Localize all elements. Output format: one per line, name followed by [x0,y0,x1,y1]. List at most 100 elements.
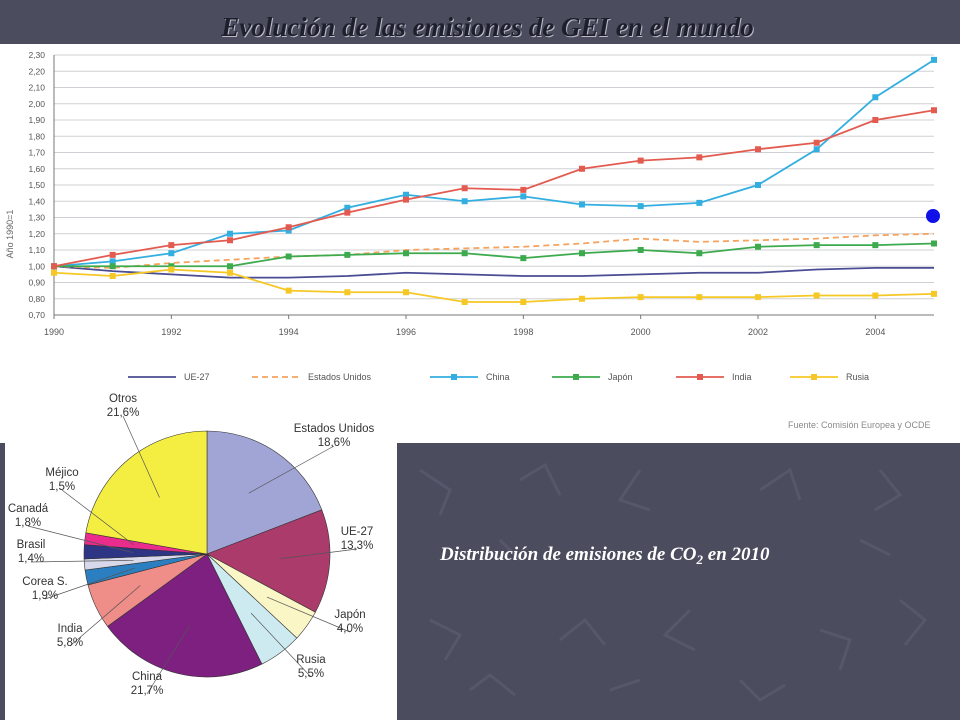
data-point [579,250,585,257]
x-tick-label: 1990 [44,327,64,337]
data-point [931,240,937,247]
data-point [637,157,644,164]
data-point [227,263,233,270]
data-point [109,258,116,265]
pie-label-value: 4,0% [337,623,363,635]
data-point [168,266,175,273]
legend-label: China [486,372,510,382]
pie-leader-line [250,612,312,678]
pie-leader-line [61,489,134,546]
y-tick-label: 1,20 [28,229,45,239]
series-line-rusia [53,268,935,303]
data-point [403,196,409,203]
data-point [520,193,527,200]
pie-label-value: 21,7% [131,685,164,697]
data-point [813,242,820,249]
data-point [813,292,820,299]
data-point [872,292,879,299]
line-chart: 0,70 0,80 0,90 1,00 1,10 1,20 1,30 1,40 1,50 1,60… [5,50,937,430]
data-point [461,250,468,257]
series-line-jap-n [54,242,935,268]
pie-leader-line [27,525,134,554]
data-point [285,287,292,294]
data-point [872,94,879,101]
legend-label: India [732,372,752,382]
y-tick-label: 1,90 [28,115,45,125]
pie-label-name: China [132,671,163,683]
data-point [579,165,585,172]
data-point [51,269,57,276]
data-point [696,154,703,161]
pie-label-name: Méjico [45,467,78,479]
y-tick-label: 1,30 [28,213,45,223]
data-point [637,294,644,301]
x-tick-label: 1996 [396,327,416,337]
data-point [637,203,644,210]
pie-leader-line [69,585,141,647]
data-point [813,139,820,146]
series-line-india [53,109,935,268]
data-point [403,289,409,296]
pie-caption: Distribución de emisiones de CO2 en 2010 [440,544,920,568]
pie-leader-line [122,415,160,498]
y-tick-label: 2,10 [28,83,45,93]
pie-slice-otros [85,430,208,555]
data-point [51,263,57,270]
y-tick-label: 1,40 [28,196,45,206]
data-point [872,242,879,249]
data-point [109,273,116,279]
y-tick-label: 1,10 [28,245,45,255]
pie-label-name: Brasil [17,539,46,551]
data-point [520,299,527,305]
y-tick-label: 1,80 [28,131,45,141]
y-tick-label: 1,00 [28,261,45,271]
pie-label-name: Canadá [8,503,49,515]
x-tick-label: 1992 [161,327,181,337]
data-point [813,146,820,153]
slide-title: Evolución de las emisiones de GEI en el … [221,12,754,42]
pie-slice-estados-unidos [206,430,323,555]
pie-label-value: 13,3% [341,540,374,552]
y-tick-label: 2,20 [28,66,45,76]
caption-suffix: en 2010 [703,544,770,565]
caption-subscript: 2 [696,552,704,567]
pie-label-value: 1,8% [15,517,41,529]
data-point [637,247,644,253]
data-point [696,294,703,301]
x-tick-label: 2002 [748,327,768,337]
pie-chart-panel: Estados Unidos 18,6% UE-27 13,3% Japón 4,0% Ru… [5,386,397,720]
data-point [872,117,879,123]
x-tick-label: 1994 [279,327,299,337]
y-tick-label: 0,90 [28,278,45,288]
y-tick-label: 2,30 [28,50,45,60]
data-point [168,242,175,249]
data-point [755,182,761,188]
legend-label: Rusia [846,372,869,382]
pie-leader-line [266,596,351,633]
data-point [344,251,351,258]
pie-label-name: Otros [109,393,137,405]
data-point [227,230,233,237]
data-point [755,146,761,153]
pie-label-value: 1,4% [18,553,44,565]
data-point [227,269,233,276]
data-point [696,199,703,206]
y-tick-label: 1,60 [28,164,45,174]
data-point [931,290,937,297]
y-tick-label: 0,70 [28,310,45,320]
series-line-ue-27 [53,265,934,279]
y-tick-label: 1,50 [28,180,45,190]
data-point [579,295,585,302]
x-tick-label: 2000 [631,327,651,337]
y-tick-label: 2,00 [28,99,45,109]
pie-label-value: 5,8% [57,637,83,649]
pie-slice-china [107,553,263,678]
legend-label: UE-27 [184,372,210,382]
data-point [109,251,116,258]
pie-label-value: 1,5% [49,481,75,493]
data-point [344,204,351,211]
legend-label: Japón [608,372,633,382]
pie-label-value: 5,5% [298,668,324,680]
data-point [403,250,409,257]
bullet-dot [926,209,940,223]
